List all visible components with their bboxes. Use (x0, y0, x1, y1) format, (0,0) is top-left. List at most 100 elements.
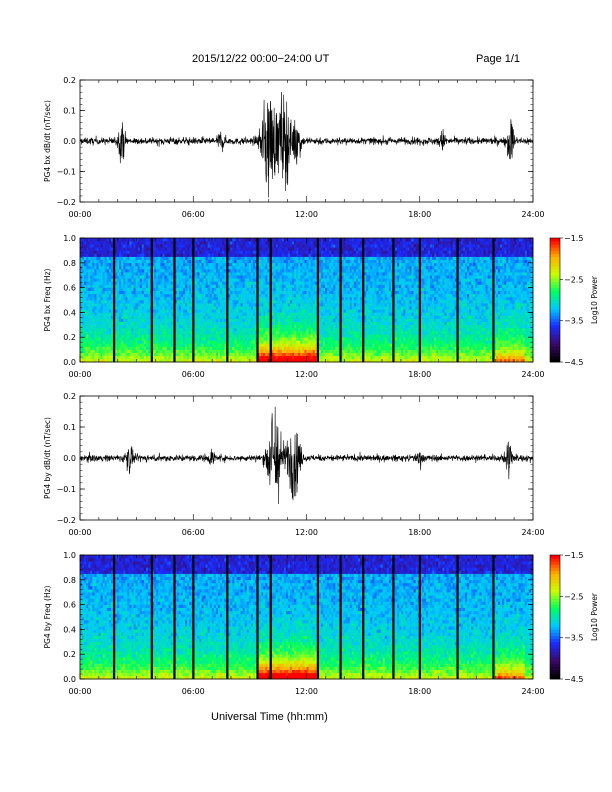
spectrogram-cell (187, 340, 190, 344)
spectrogram-cell (205, 337, 208, 341)
spectrogram-cell (279, 296, 283, 301)
spectrogram-cell (119, 253, 122, 257)
spectrogram-cell (152, 278, 155, 282)
spectrogram-cell (168, 327, 171, 332)
spectrogram-cell (158, 244, 161, 248)
spectrogram-cell (119, 275, 122, 279)
spectrogram-cell (201, 306, 204, 310)
spectrogram-cell (94, 296, 97, 301)
spectrogram-cell (215, 293, 219, 298)
spectrogram-cell (98, 269, 101, 273)
spectrogram-cell (164, 306, 167, 310)
spectrogram-cell (166, 293, 169, 298)
spectrogram-cell (308, 293, 311, 298)
spectrogram-cell (158, 293, 161, 298)
spectrogram-cell (296, 265, 299, 270)
spectrogram-cell (205, 281, 208, 285)
spectrogram-cell (304, 321, 307, 326)
spectrogram-cell (104, 265, 108, 270)
spectrogram-cell (308, 244, 311, 248)
spectrogram-cell (129, 355, 132, 360)
spectrogram-cell (154, 241, 157, 245)
spectrogram-cell (287, 269, 291, 273)
spectrogram-cell (141, 278, 145, 282)
spectrogram-cell (290, 281, 293, 285)
spectrogram-cell (236, 253, 239, 257)
spectrogram-cell (292, 324, 295, 329)
spectrogram-cell (156, 337, 159, 341)
spectrogram-cell (178, 337, 182, 341)
spectrogram-cell (121, 284, 124, 288)
spectrogram-cell (205, 352, 208, 357)
spectrogram-cell (143, 275, 147, 279)
spectrogram-cell (125, 300, 128, 304)
spectrogram-cell (90, 278, 93, 282)
spectrogram-cell (215, 321, 219, 326)
spectrogram-cell (273, 259, 276, 264)
spectrogram-cell (115, 358, 118, 363)
spectrogram-cell (322, 306, 326, 310)
spectrogram-cell (104, 300, 108, 304)
spectrogram-cell (160, 256, 163, 260)
spectrogram-cell (220, 265, 223, 270)
spectrogram-cell (306, 296, 309, 301)
spectrogram-cell (182, 290, 186, 295)
spectrogram-cell (110, 241, 114, 245)
spectrogram-cell (267, 265, 270, 270)
spectrogram-cell (236, 303, 239, 307)
spectrogram-cell (220, 262, 223, 267)
spectrogram-cell (250, 293, 254, 298)
spectrogram-cell (133, 300, 136, 304)
spectrogram-cell (127, 358, 130, 363)
spectrogram-cell (104, 321, 108, 326)
spectrogram-cell (308, 309, 311, 313)
spectrogram-cell (322, 247, 326, 251)
spectrogram-cell (308, 290, 311, 295)
spectrogram-cell (246, 281, 250, 285)
spectrogram-cell (312, 281, 316, 285)
spectrogram-cell (281, 296, 285, 301)
spectrogram-cell (98, 259, 101, 264)
spectrogram-cell (199, 324, 202, 329)
spectrogram-cell (203, 262, 206, 267)
spectrogram-cell (312, 309, 316, 313)
spectrogram-cell (168, 247, 171, 251)
spectrogram-cell (232, 331, 235, 335)
spectrogram-cell (209, 253, 213, 257)
spectrogram-cell (292, 293, 295, 298)
spectrogram-cell (119, 241, 122, 245)
spectrogram-cell (250, 331, 254, 335)
spectrogram-cell (119, 306, 122, 310)
spectrogram-cell (296, 355, 299, 360)
spectrogram-cell (310, 296, 313, 301)
spectrogram-cell (292, 241, 295, 245)
spectrogram-cell (92, 315, 95, 319)
spectrogram-cell (217, 269, 221, 273)
spectrogram-cell (86, 278, 89, 282)
spectrogram-cell (263, 259, 266, 264)
spectrogram-cell (123, 281, 126, 285)
spectrogram-cell (115, 349, 118, 353)
spectrogram-cell (145, 321, 149, 326)
spectrogram-cell (238, 247, 241, 251)
spectrogram-cell (217, 281, 221, 285)
spectrogram-cell (189, 334, 192, 338)
spectrogram-cell (290, 256, 293, 260)
spectrogram-cell (207, 312, 211, 316)
spectrogram-cell (314, 346, 318, 350)
spectrogram-cell (228, 265, 231, 270)
spectrogram-cell (261, 244, 264, 248)
spectrogram-cell (108, 256, 112, 260)
spectrogram-cell (285, 287, 289, 291)
spectrogram-cell (240, 318, 243, 322)
spectrogram-cell (201, 309, 204, 313)
spectrogram-cell (207, 349, 211, 353)
spectrogram-cell (300, 337, 303, 341)
spectrogram-cell (156, 312, 159, 316)
spectrogram-cell (117, 259, 120, 264)
spectrogram-cell (261, 278, 264, 282)
spectrogram-cell (248, 296, 252, 301)
spectrogram-cell (287, 300, 291, 304)
spectrogram-cell (203, 355, 206, 360)
spectrogram-cell (242, 250, 246, 254)
